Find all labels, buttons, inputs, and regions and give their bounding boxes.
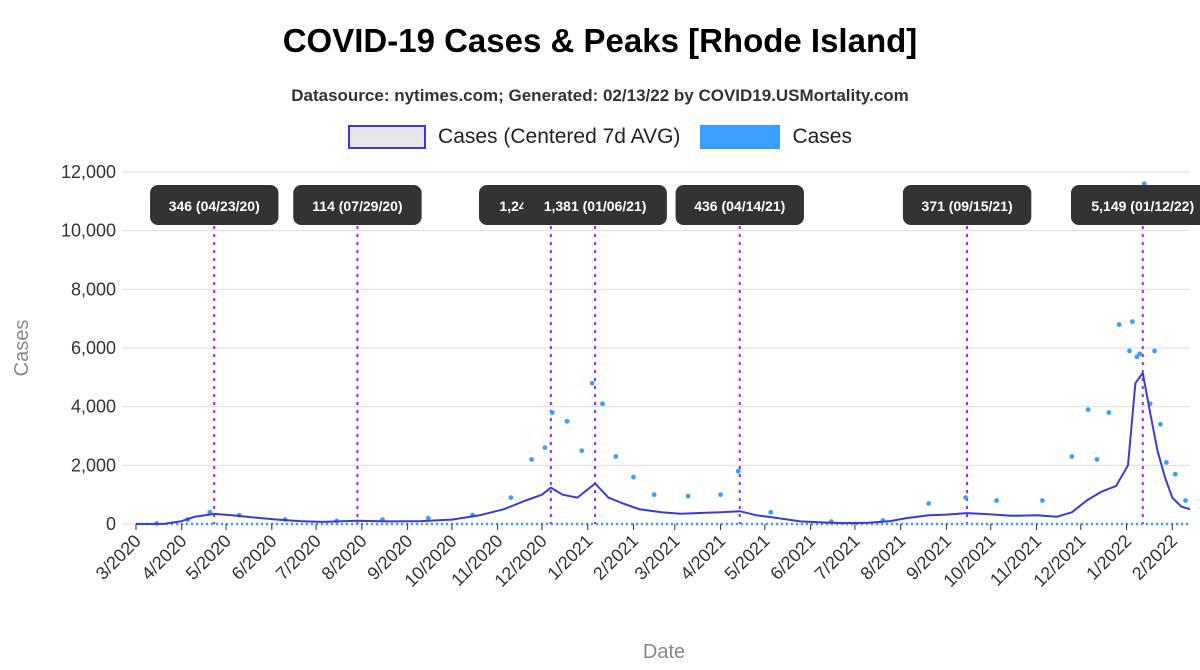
cases-point: [685, 493, 691, 499]
peak-label-box: [902, 185, 1032, 225]
cases-point: [1127, 348, 1132, 354]
cases-point: [718, 492, 723, 498]
peak-label: 346 (04/23/20): [150, 185, 279, 225]
peak-label: 371 (09/15/21): [902, 185, 1032, 225]
cases-point: [1163, 460, 1169, 465]
peak-label: 5,149 (01/12/22): [1070, 185, 1200, 225]
cases-point: [1039, 498, 1045, 503]
legend-swatch-avg: [348, 125, 427, 149]
cases-point: [1141, 181, 1147, 187]
peak-label-box: [293, 185, 422, 225]
cases-point: [1152, 348, 1157, 354]
y-tick-label: 0: [106, 514, 116, 534]
peak-label-text: 114 (07/29/20): [312, 198, 402, 214]
x-tick-label: 6/2021: [766, 531, 819, 584]
cases-point: [425, 515, 431, 521]
cases-point: [1172, 471, 1178, 477]
peak-label-text: 5,149 (01/12/22): [1091, 198, 1194, 214]
peak-label-box: [150, 185, 279, 225]
x-tick-label: 4/2020: [138, 531, 191, 584]
avg-line: [135, 372, 1191, 525]
y-axis-label: Cases: [11, 320, 33, 377]
cases-point: [613, 454, 619, 459]
x-tick-label: 1/2021: [543, 531, 596, 584]
cases-point: [735, 468, 741, 474]
x-tick-label: 8/2021: [856, 531, 909, 584]
x-tick-label: 5/2021: [721, 531, 774, 584]
peak-label: 114 (07/29/20): [293, 185, 422, 225]
peak-label-box: [675, 185, 804, 225]
cases-point: [1094, 457, 1100, 462]
x-tick-label: 4/2021: [676, 531, 729, 584]
chart-subtitle: Datasource: nytimes.com; Generated: 02/1…: [291, 86, 909, 105]
avg-line-group: [135, 372, 1191, 525]
legend-label-cases: Cases: [792, 125, 852, 148]
cases-point: [1085, 407, 1091, 412]
y-tick-label: 6,000: [71, 338, 116, 358]
cases-point: [631, 474, 636, 480]
legend-item-avg[interactable]: Cases (Centered 7d AVG): [348, 125, 680, 149]
peak-label-text: 371 (09/15/21): [922, 198, 1013, 214]
x-tick-label: 2/2022: [1128, 531, 1181, 584]
x-tick-label: 2/2021: [589, 531, 642, 584]
y-tick-label: 4,000: [71, 397, 116, 417]
x-tick-label: 3/2021: [631, 531, 684, 584]
peak-label-text: 436 (04/14/21): [694, 198, 785, 214]
cases-point: [768, 509, 774, 515]
cases-point: [1137, 351, 1143, 357]
cases-point: [651, 492, 657, 498]
x-tick-label: 3/2020: [92, 531, 145, 584]
cases-point: [926, 501, 932, 506]
cases-point: [1134, 354, 1140, 360]
chart-title: COVID-19 Cases & Peaks [Rhode Island]: [282, 22, 918, 59]
legend-item-cases[interactable]: Cases: [700, 125, 852, 149]
peak-label-text: 346 (04/23/20): [169, 198, 260, 214]
cases-point: [542, 445, 548, 451]
cases-point: [1106, 410, 1112, 415]
peak-labels: 346 (04/23/20)114 (07/29/20)1,240 (12/07…: [150, 185, 1200, 225]
x-tick-label: 6/2020: [228, 531, 281, 584]
cases-point: [1130, 319, 1135, 324]
cases-point: [564, 418, 570, 424]
cases-point: [549, 410, 555, 415]
axes: 02,0004,0006,0008,00010,00012,0003/20204…: [61, 162, 1181, 591]
cases-point: [1183, 498, 1188, 503]
y-tick-label: 8,000: [71, 279, 116, 299]
x-tick-label: 5/2020: [182, 531, 235, 584]
cases-points: [136, 181, 1190, 526]
cases-point: [529, 457, 535, 462]
peak-markers: [213, 218, 1144, 524]
x-tick-label: 7/2020: [272, 531, 325, 584]
peak-label: 1,381 (01/06/21): [523, 185, 667, 225]
legend-swatch-cases: [700, 125, 781, 149]
peak-label-box: [1070, 185, 1200, 225]
cases-point: [1158, 421, 1163, 427]
cases-point: [508, 495, 514, 500]
x-tick-label: 8/2020: [318, 531, 371, 584]
cases-point: [1069, 454, 1075, 459]
cases-point: [589, 380, 595, 386]
y-tick-label: 12,000: [61, 162, 116, 182]
legend: Cases (Centered 7d AVG) Cases: [0, 125, 1200, 149]
x-axis-label: Date: [643, 641, 685, 663]
cases-point: [963, 495, 969, 500]
cases-point: [579, 448, 585, 454]
cases-point: [1116, 322, 1122, 327]
x-tick-label: 1/2022: [1082, 531, 1135, 584]
cases-point: [600, 401, 605, 407]
y-tick-label: 10,000: [61, 221, 116, 241]
y-tick-label: 2,000: [71, 455, 116, 475]
peak-label-text: 1,381 (01/06/21): [544, 198, 647, 214]
peak-label: 436 (04/14/21): [675, 185, 804, 225]
legend-label-avg: Cases (Centered 7d AVG): [438, 125, 681, 148]
peak-label-box: [523, 185, 667, 225]
x-tick-label: 7/2021: [811, 531, 864, 584]
cases-point: [994, 498, 1000, 503]
